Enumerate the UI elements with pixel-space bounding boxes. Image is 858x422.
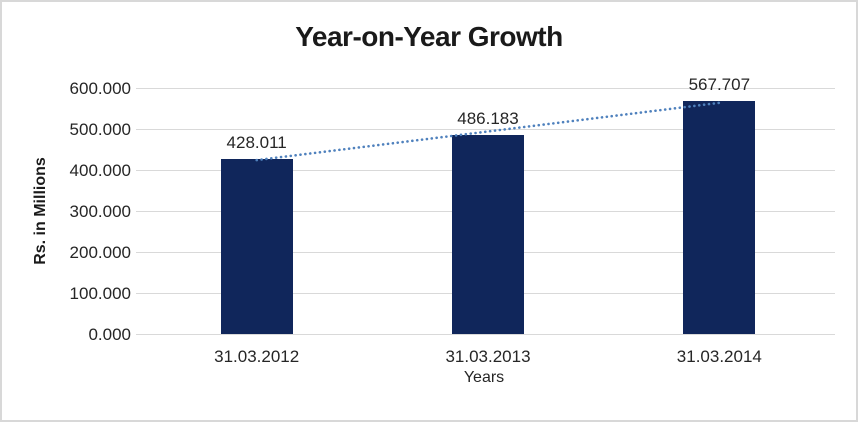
chart-title: Year-on-Year Growth [295, 21, 563, 52]
gridline [136, 334, 835, 335]
y-tick-label: 600.000 [69, 78, 131, 98]
y-tick-label: 400.000 [69, 160, 131, 180]
bar-value-label: 567.707 [688, 75, 751, 95]
gridline [136, 88, 835, 89]
bar [220, 158, 293, 334]
bar [452, 134, 524, 334]
y-tick-label: 100.000 [69, 283, 131, 303]
y-tick-label: 500.000 [69, 119, 131, 139]
x-tick-label: 31.03.2014 [676, 347, 762, 366]
gridline [136, 129, 835, 130]
bar-value-label: 486.183 [457, 108, 519, 128]
x-axis-title: Years [463, 369, 505, 386]
x-tick-label: 31.03.2012 [214, 347, 300, 366]
y-tick-label: 300.000 [69, 201, 131, 221]
y-tick-label: 0.000 [88, 324, 131, 344]
bar-value-label: 428.011 [226, 132, 287, 152]
bar [683, 101, 756, 334]
y-tick-label: 200.000 [69, 242, 131, 262]
x-tick-label: 31.03.2013 [445, 347, 531, 366]
